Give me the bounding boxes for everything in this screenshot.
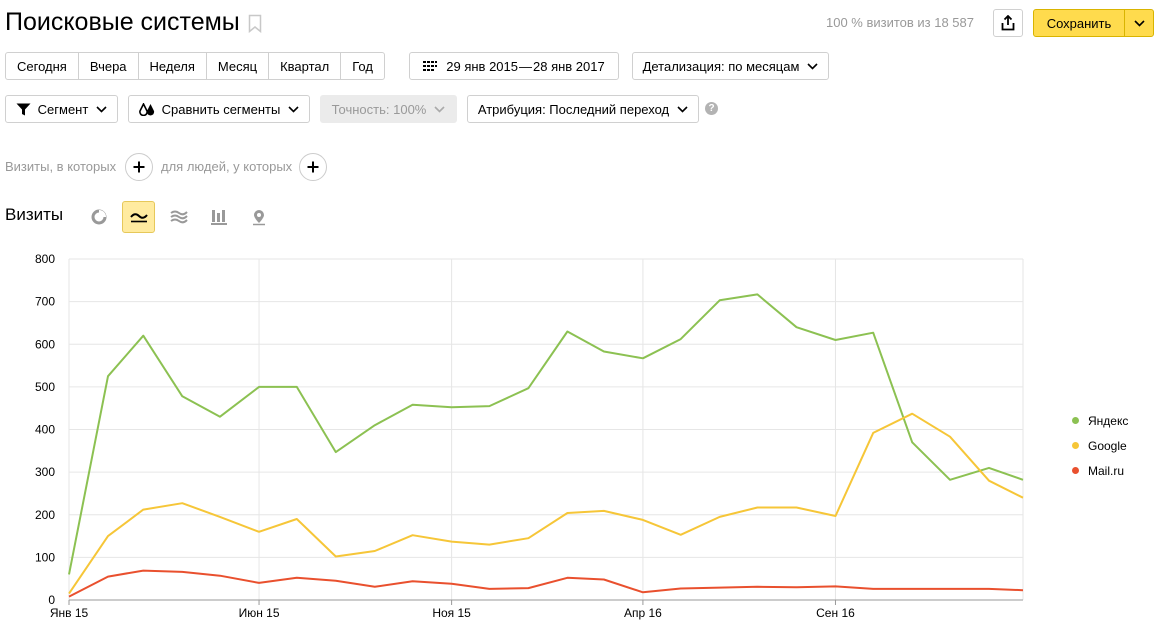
chart-type-map-button[interactable] <box>242 201 275 233</box>
x-tick-label: Апр 16 <box>624 606 662 620</box>
chevron-down-icon <box>807 62 818 70</box>
bar-chart-icon <box>210 210 227 225</box>
share-button[interactable] <box>993 9 1023 37</box>
legend-label: Яндекс <box>1088 413 1129 428</box>
y-tick-label: 400 <box>35 423 55 437</box>
date-range-start: 29 янв 2015 <box>446 58 518 74</box>
series-line-yandex <box>68 293 1024 575</box>
chart-title: Визиты <box>5 205 64 224</box>
chevron-down-icon <box>677 105 688 113</box>
save-options-button[interactable] <box>1125 10 1153 36</box>
y-tick-label: 300 <box>35 465 55 479</box>
series-line-google <box>68 412 1024 595</box>
detail-dropdown[interactable]: Детализация: по месяцам <box>632 52 829 80</box>
period-today[interactable]: Сегодня <box>17 58 67 74</box>
y-tick-label: 600 <box>35 337 55 351</box>
attribution-dropdown[interactable]: Атрибуция: Последний переход <box>467 95 699 123</box>
segment-label: Сегмент <box>37 101 89 117</box>
legend-item-yandex[interactable]: Яндекс <box>1072 408 1128 433</box>
visits-line-chart: 0 100 200 300 400 500 600 700 800 Янв 15 Июн 15 Ноя… <box>35 252 1024 620</box>
period-year[interactable]: Год <box>340 53 384 79</box>
add-visits-condition-button[interactable] <box>125 153 153 181</box>
y-tick-label: 700 <box>35 295 55 309</box>
filter-icon <box>16 103 31 115</box>
y-tick-label: 200 <box>35 508 55 522</box>
legend-marker <box>1072 467 1079 474</box>
period-yesterday[interactable]: Вчера <box>77 53 138 79</box>
plus-icon <box>307 161 319 173</box>
legend-item-mailru[interactable]: Mail.ru <box>1072 458 1128 483</box>
legend-marker <box>1072 442 1079 449</box>
y-tick-label: 500 <box>35 380 55 394</box>
segment-dropdown[interactable]: Сегмент <box>5 95 118 123</box>
chevron-down-icon <box>434 105 445 113</box>
chart-type-area-button[interactable] <box>162 201 195 233</box>
add-people-condition-button[interactable] <box>299 153 327 181</box>
compare-segments-label: Сравнить сегменты <box>161 101 281 117</box>
plus-icon <box>133 161 145 173</box>
legend-label: Mail.ru <box>1088 463 1125 478</box>
period-week[interactable]: Неделя <box>137 53 206 79</box>
bookmark-icon[interactable] <box>248 14 262 33</box>
chevron-down-icon <box>288 105 299 113</box>
series-line-mailru <box>68 569 1024 598</box>
attribution-label: Атрибуция: Последний переход <box>477 101 670 117</box>
share-icon <box>1001 15 1015 31</box>
date-range-separator: — <box>519 58 532 74</box>
x-tick-label: Сен 16 <box>816 606 855 620</box>
detail-label: Детализация: по месяцам <box>642 58 800 74</box>
visits-condition-label: Визиты, в которых <box>5 159 117 174</box>
period-selector: Сегодня Вчера Неделя Месяц Квартал Год <box>5 52 385 80</box>
chevron-down-icon <box>96 105 107 113</box>
chevron-down-icon <box>1133 19 1145 27</box>
line-chart-icon <box>129 213 148 223</box>
period-quarter[interactable]: Квартал <box>268 53 340 79</box>
map-icon <box>252 209 265 225</box>
x-tick-label: Ноя 15 <box>432 606 471 620</box>
compare-segments-icon <box>138 102 154 116</box>
y-tick-label: 0 <box>48 593 55 607</box>
legend-label: Google <box>1088 438 1127 453</box>
y-tick-label: 800 <box>35 252 55 266</box>
calendar-icon <box>423 61 438 71</box>
x-tick-label: Июн 15 <box>239 606 280 620</box>
legend-item-google[interactable]: Google <box>1072 433 1128 458</box>
chart-type-pie-button[interactable] <box>82 201 115 233</box>
accuracy-label: Точность: 100% <box>331 101 427 117</box>
date-range-end: 28 янв 2017 <box>533 58 605 74</box>
chart-legend: Яндекс Google Mail.ru <box>1072 408 1128 483</box>
save-button[interactable]: Сохранить <box>1034 10 1125 36</box>
help-icon[interactable]: ? <box>705 102 718 115</box>
y-tick-label: 100 <box>35 550 55 564</box>
x-tick-label: Янв 15 <box>50 606 89 620</box>
people-condition-label: для людей, у которых <box>161 159 293 174</box>
save-button-group: Сохранить <box>1033 9 1154 37</box>
legend-marker <box>1072 417 1079 424</box>
pie-chart-icon <box>91 209 106 225</box>
period-month[interactable]: Месяц <box>205 53 268 79</box>
chart-type-line-button[interactable] <box>122 201 155 233</box>
area-chart-icon <box>169 210 188 224</box>
date-range-button[interactable]: 29 янв 2015 — 28 янв 2017 <box>409 52 619 80</box>
chart-type-bar-button[interactable] <box>202 201 235 233</box>
page-title: Поисковые системы <box>5 8 240 36</box>
accuracy-dropdown: Точность: 100% <box>320 95 457 123</box>
compare-segments-dropdown[interactable]: Сравнить сегменты <box>128 95 310 123</box>
visits-summary: 100 % визитов из 18 587 <box>825 15 974 30</box>
